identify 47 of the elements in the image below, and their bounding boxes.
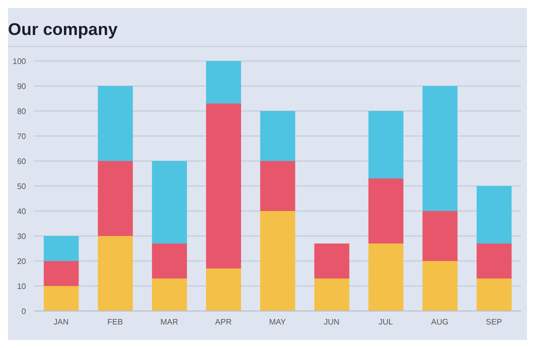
x-tick-label: MAR [160,318,178,327]
bar [476,244,512,278]
bar [152,161,187,244]
x-tick-label: JUN [324,318,340,327]
x-tick-label: MAY [269,318,287,327]
bar [422,261,458,311]
x-tick-label: JAN [53,318,69,327]
bar [206,61,242,104]
x-tick-label: SEP [486,318,502,327]
bar [98,86,133,161]
x-tick-label: JUL [378,318,394,327]
bar [206,104,242,268]
bar [206,268,242,311]
y-tick-label: 60 [17,156,27,166]
bar [422,86,458,211]
y-tick-label: 20 [17,256,27,266]
x-tick-label: FEB [107,318,123,327]
y-tick-label: 30 [17,232,27,241]
bar [368,178,404,244]
bar [260,211,296,311]
y-tick-label: 90 [17,82,27,91]
bar [98,236,133,311]
bar [44,261,79,286]
bar [314,278,350,311]
y-tick-label: 70 [17,132,27,141]
chart-title: Our company [8,8,527,47]
bar [422,211,458,261]
y-tick-label: 50 [17,182,27,191]
bar [44,236,79,261]
bar [260,111,296,161]
y-tick-label: 100 [12,56,27,66]
bar [476,186,512,244]
bar [152,278,187,311]
y-tick-label: 0 [22,306,27,316]
x-tick-label: AUG [431,318,449,327]
y-tick-label: 10 [17,282,27,291]
bar [314,244,350,278]
bar [152,244,187,278]
y-tick-label: 40 [17,206,27,216]
bar [368,111,404,178]
y-tick-label: 80 [17,106,27,116]
x-tick-label: APR [215,318,232,327]
bar [368,244,404,311]
bar [476,278,512,311]
bar [260,161,296,211]
bar [44,286,79,311]
bar [98,161,133,236]
